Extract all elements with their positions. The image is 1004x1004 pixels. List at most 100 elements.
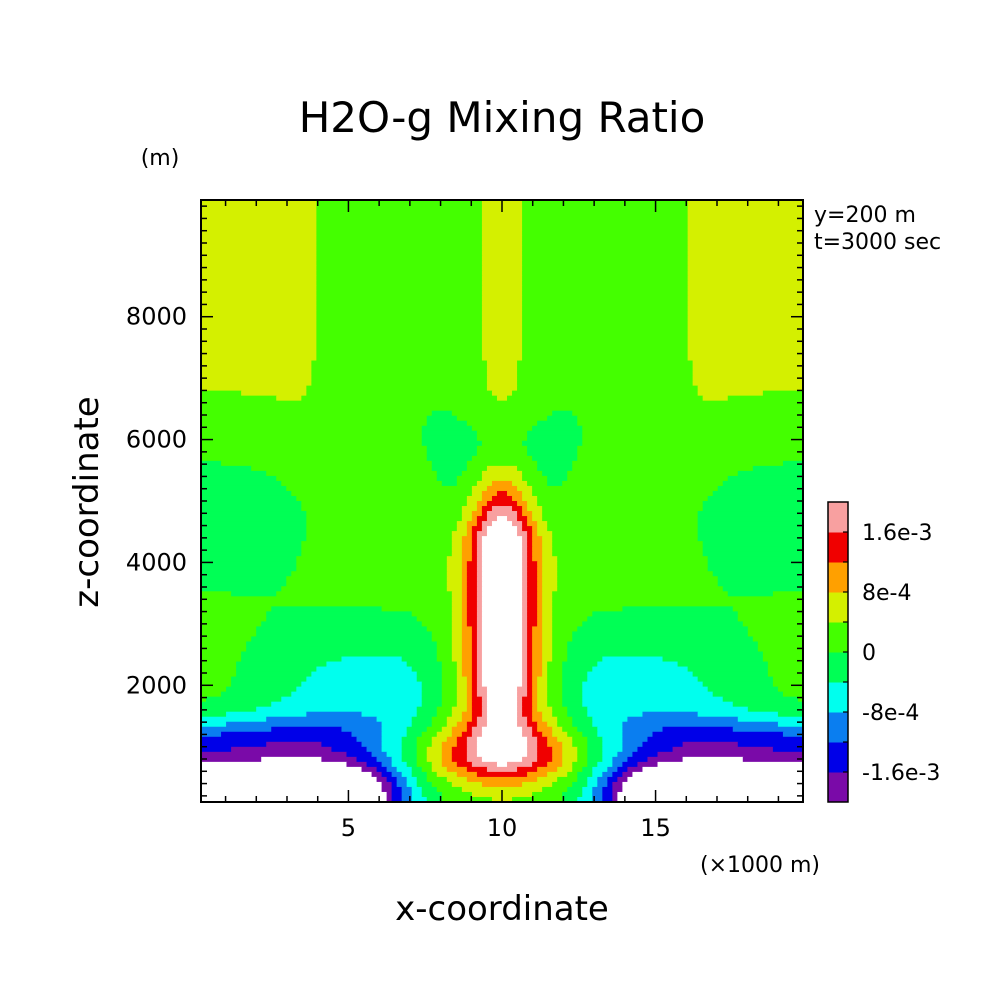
contour-cell (527, 506, 543, 512)
contour-cell (201, 335, 317, 342)
contour-cell (712, 691, 784, 698)
contour-cell (441, 741, 458, 748)
contour-cell (481, 581, 523, 587)
contour-cell (587, 676, 699, 683)
contour-cell (552, 746, 563, 753)
contour-cell (522, 566, 528, 572)
contour-cell (562, 661, 598, 668)
contour-cell (451, 751, 468, 758)
contour-cell (456, 681, 468, 688)
contour-cell (201, 405, 804, 412)
contour-cell (471, 516, 478, 522)
contour-cell (481, 305, 523, 311)
contour-cell (471, 485, 488, 492)
contour-cell (481, 270, 523, 276)
contour-cell (486, 686, 518, 693)
contour-cell (476, 751, 528, 758)
contour-cell (797, 696, 804, 703)
contour-cell (256, 626, 428, 633)
contour-cell (486, 516, 498, 522)
contour-cell (436, 786, 463, 793)
contour-cell (461, 516, 473, 522)
contour-cell (201, 751, 348, 758)
contour-cell (201, 546, 302, 552)
contour-cell (476, 741, 528, 748)
contour-cell (466, 776, 538, 783)
contour-cell (486, 385, 518, 392)
contour-cell (201, 711, 227, 718)
contour-cell (602, 751, 618, 758)
contour-cell (587, 741, 603, 748)
contour-cell (316, 355, 483, 362)
x-unit-label: (×1000 m) (700, 853, 820, 878)
contour-cell (466, 531, 473, 537)
contour-cell (431, 460, 468, 467)
contour-cell (522, 470, 543, 477)
contour-cell (602, 771, 613, 778)
contour-cell (286, 576, 448, 582)
contour-cell (316, 350, 483, 357)
contour-cell (226, 686, 297, 693)
contour-cell (542, 551, 553, 557)
contour-cell (527, 676, 533, 683)
contour-cell (316, 205, 483, 211)
contour-cell (542, 601, 553, 607)
contour-cell (522, 330, 689, 337)
contour-cell (426, 726, 443, 733)
contour-cell (476, 556, 483, 562)
contour-cell (532, 526, 538, 532)
contour-cell (481, 495, 493, 502)
contour-cell (476, 636, 483, 643)
contour-cell (542, 661, 548, 668)
contour-cell (476, 521, 483, 527)
contour-cell (537, 721, 548, 728)
contour-cell (542, 546, 553, 552)
contour-cell (321, 741, 363, 748)
contour-cell (201, 465, 252, 472)
contour-cell (522, 611, 528, 617)
contour-cell (471, 536, 478, 542)
contour-cell (381, 726, 408, 733)
contour-cell (466, 586, 478, 592)
contour-cell (476, 536, 483, 542)
contour-cell (522, 621, 528, 628)
contour-cell (316, 255, 483, 261)
contour-cell (587, 746, 603, 753)
contour-cell (261, 621, 423, 628)
contour-cell (552, 601, 804, 607)
contour-cell (481, 345, 523, 352)
contour-cell (687, 200, 804, 206)
contour-cell (537, 596, 543, 602)
contour-cell (481, 320, 523, 327)
contour-cell (517, 701, 523, 708)
x-tick-label: 15 (640, 814, 671, 842)
contour-cell (622, 761, 639, 768)
contour-cell (527, 480, 548, 487)
contour-cell (496, 490, 508, 497)
contour-cell (201, 646, 247, 653)
contour-cell (481, 265, 523, 271)
contour-cell (552, 641, 568, 648)
y-unit-label: (m) (141, 146, 180, 171)
contour-cell (461, 601, 468, 607)
contour-cell (361, 741, 383, 748)
contour-cell (687, 245, 804, 251)
contour-cell (266, 716, 378, 723)
contour-cell (532, 551, 543, 557)
contour-cell (702, 546, 804, 552)
contour-cell (537, 756, 553, 763)
contour-cell (572, 460, 784, 467)
contour-cell (441, 691, 458, 698)
contour-cell (446, 581, 463, 587)
contour-cell (486, 501, 518, 507)
contour-cell (201, 506, 302, 512)
contour-cell (512, 480, 528, 487)
contour-cell (547, 761, 563, 768)
contour-cell (436, 470, 463, 477)
contour-cell (201, 470, 267, 477)
contour-cell (727, 591, 774, 597)
contour-cell (532, 706, 538, 713)
contour-cell (201, 566, 297, 572)
contour-cell (201, 706, 257, 713)
contour-cell (466, 591, 478, 597)
